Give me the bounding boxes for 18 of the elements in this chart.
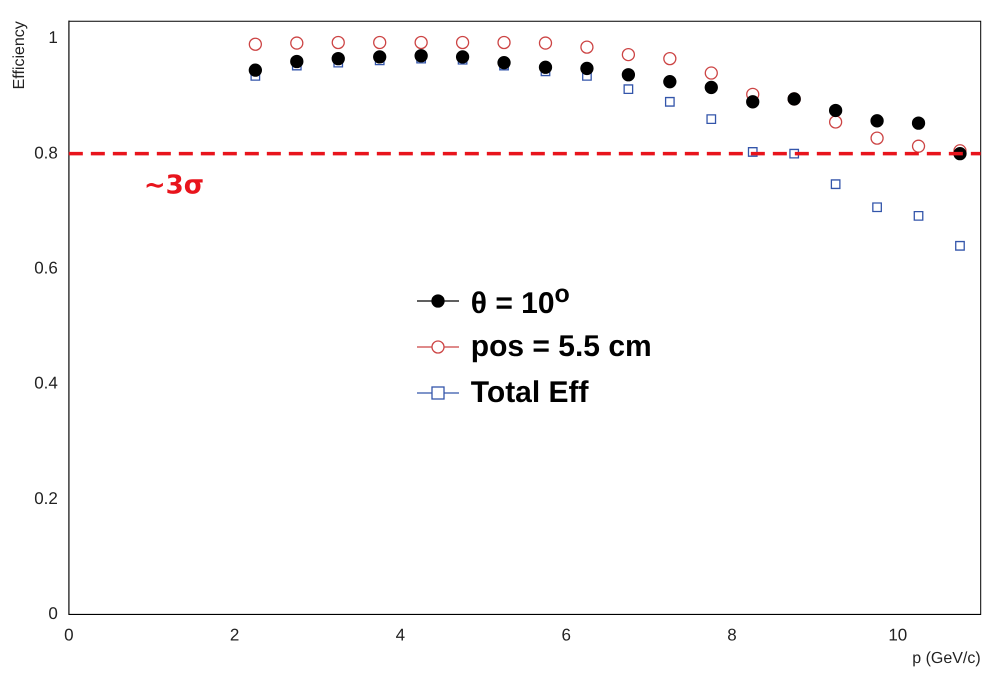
x-axis-title: p (GeV/c)	[912, 650, 981, 667]
ref-line-label: ~3σ	[144, 170, 204, 200]
y-tick-label: 0.8	[34, 143, 58, 162]
legend-label: θ = 10$^{o}$	[470, 280, 570, 322]
x-tick-label: 2	[230, 625, 240, 644]
legend-label: Total Eff	[470, 376, 589, 410]
x-tick-label: 4	[396, 625, 406, 644]
x-tick-label: 10	[888, 625, 908, 644]
x-tick-label: 6	[561, 625, 571, 644]
y-tick-label: 1	[48, 28, 58, 48]
x-tick-label: 0	[64, 625, 74, 644]
y-tick-label: 0.6	[34, 258, 58, 278]
y-tick-label: 0	[48, 604, 58, 624]
y-axis-title: Efficiency	[11, 21, 28, 90]
x-tick-label: 8	[727, 625, 737, 644]
y-tick-label: 0.2	[34, 488, 58, 508]
y-tick-label: 0.4	[34, 374, 58, 393]
legend-label: pos = 5.5 cm	[470, 330, 652, 364]
